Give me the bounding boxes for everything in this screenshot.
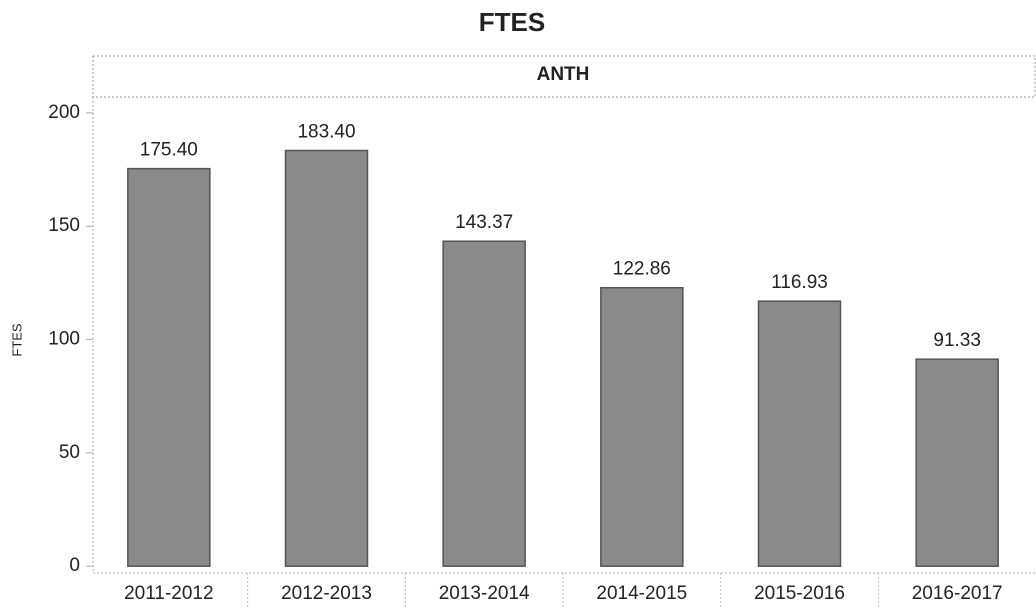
bar — [915, 358, 999, 567]
bar — [284, 149, 369, 567]
x-tick-label: 2012-2013 — [281, 583, 372, 604]
x-tick-label: 2016-2017 — [912, 583, 1003, 604]
value-label: 116.93 — [771, 272, 828, 293]
bar — [127, 167, 211, 567]
panel-title: ANTH — [537, 64, 590, 85]
y-tick-label: 0 — [69, 555, 80, 576]
x-tick-label: 2013-2014 — [439, 583, 530, 604]
y-tick-label: 150 — [48, 215, 80, 236]
bar — [757, 300, 842, 567]
y-tick-label: 200 — [48, 102, 80, 123]
value-label: 122.86 — [613, 259, 671, 280]
x-tick-label: 2014-2015 — [596, 583, 687, 604]
panel-header — [92, 55, 1036, 98]
value-label: 91.33 — [933, 330, 981, 351]
value-label: 183.40 — [297, 122, 355, 143]
x-tick-label: 2015-2016 — [754, 583, 845, 604]
y-axis-label: FTES — [9, 323, 24, 357]
y-tick-label: 50 — [59, 442, 80, 463]
bar — [442, 240, 526, 567]
value-label: 143.37 — [455, 212, 513, 233]
bar — [600, 286, 684, 567]
y-tick-label: 100 — [48, 329, 80, 350]
chart-title: FTES — [479, 7, 545, 37]
value-label: 175.40 — [140, 140, 198, 161]
x-tick-label: 2011-2012 — [124, 583, 213, 604]
